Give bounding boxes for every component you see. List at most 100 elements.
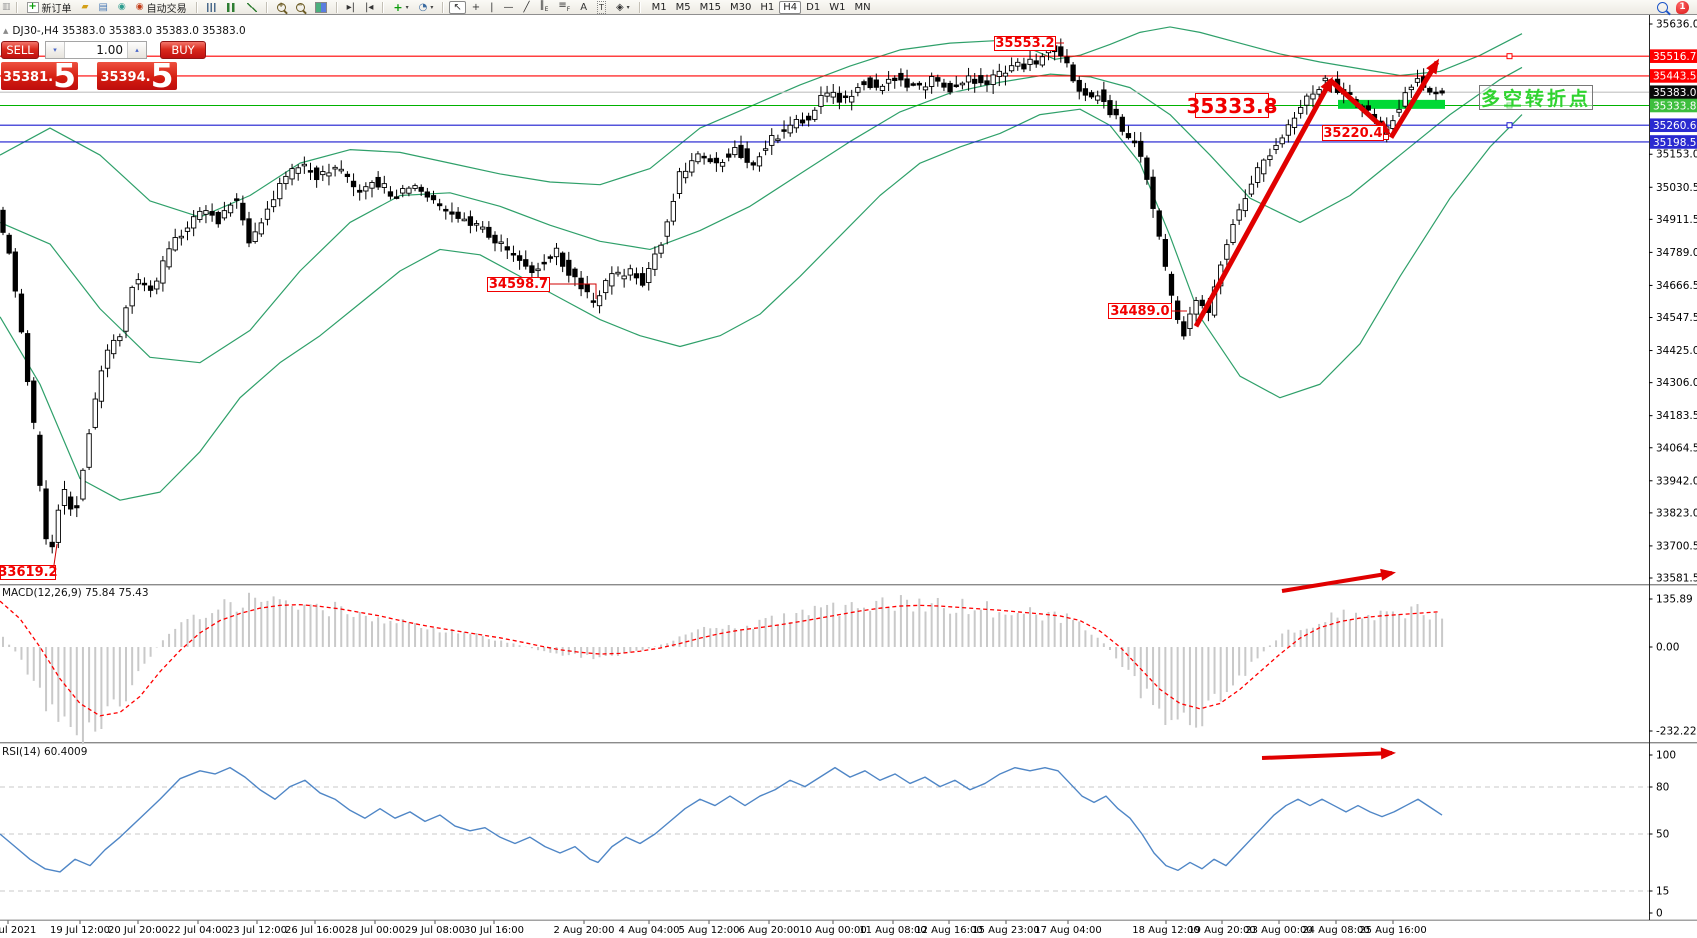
new-order-button[interactable]: + 新订单 — [23, 0, 76, 15]
trendline-tool-button[interactable]: ╱ — [520, 1, 534, 14]
shapes-icon: ◈ — [615, 1, 624, 13]
shapes-tool-button[interactable]: ◈ ▾ — [612, 1, 634, 14]
bar-chart-button[interactable] — [203, 1, 221, 14]
horizontal-levels[interactable] — [0, 55, 1649, 143]
trend-arrows[interactable] — [1193, 58, 1440, 328]
svg-text:34547.5: 34547.5 — [1656, 312, 1697, 324]
svg-text:33581.5: 33581.5 — [1656, 573, 1697, 585]
auto-scroll-button[interactable]: ▸| — [343, 1, 359, 14]
candle-chart-button[interactable] — [223, 1, 241, 14]
svg-text:23 Jul 12:00: 23 Jul 12:00 — [227, 925, 287, 936]
crosshair-tool-button[interactable]: + — [468, 1, 484, 14]
price-badge-35198.5 — [1650, 135, 1697, 149]
fibonacci-tool-button[interactable]: ≡F — [554, 0, 574, 14]
label-tool-button[interactable]: T — [593, 0, 610, 14]
pivot-note-label[interactable]: 多空转折点 — [1479, 85, 1593, 110]
svg-text:35153.0: 35153.0 — [1656, 149, 1697, 161]
price-badge-35443.5 — [1650, 69, 1697, 83]
timeframe-button-M15[interactable]: M15 — [696, 1, 725, 14]
sell-price: 35381 — [2, 70, 49, 85]
macd-signal-line — [0, 600, 1441, 717]
auto-trading-button[interactable]: ◉ 自动交易 — [132, 1, 191, 15]
volume-value[interactable]: 1.00 — [96, 42, 123, 57]
trendline-icon: ╱ — [523, 1, 530, 13]
price-annotation-35553.2[interactable]: 35553.2 — [994, 36, 1056, 51]
toolbar-separator — [265, 1, 268, 13]
svg-text:5 Aug 12:00: 5 Aug 12:00 — [678, 925, 739, 936]
timeframe-button-H1[interactable]: H1 — [756, 1, 778, 14]
svg-text:-232.22: -232.22 — [1656, 726, 1697, 738]
add-indicator-button[interactable]: + ▾ — [389, 1, 412, 14]
svg-text:0.00: 0.00 — [1656, 642, 1679, 654]
rsi-trend-arrow — [1261, 747, 1396, 760]
sell-quote[interactable]: 35381. 5 — [1, 56, 78, 95]
svg-text:23 Aug 00:00: 23 Aug 00:00 — [1245, 925, 1312, 936]
search-icon[interactable] — [1657, 1, 1668, 13]
market-watch-button[interactable]: ▰ — [78, 1, 93, 14]
svg-text:11 Aug 08:00: 11 Aug 08:00 — [859, 925, 926, 936]
clock-icon: ◔ — [418, 1, 428, 13]
svg-text:35333.8: 35333.8 — [1653, 100, 1696, 112]
profiles-button[interactable]: ▤ — [94, 1, 111, 14]
period-menu-button[interactable]: ◔ ▾ — [415, 1, 438, 14]
bollinger-lower — [0, 108, 1523, 501]
price-axis[interactable] — [1649, 23, 1653, 579]
svg-text:35383.0: 35383.0 — [1653, 87, 1696, 99]
price-annotation-33619.2[interactable]: 33619.2 — [0, 565, 58, 580]
pivot-highlight-bar[interactable] — [1338, 99, 1445, 109]
price-annotation-35333.8[interactable]: 35333.8 — [1186, 93, 1278, 118]
svg-text:17 Aug 04:00: 17 Aug 04:00 — [1034, 925, 1101, 936]
pivot-note-text: 多空转折点 — [1480, 88, 1591, 110]
svg-text:28 Jul 00:00: 28 Jul 00:00 — [345, 925, 405, 936]
new-order-label: 新订单 — [41, 3, 72, 15]
new-order-icon: + — [26, 0, 39, 13]
chart-shift-button[interactable]: |◂ — [361, 1, 377, 14]
timeframe-button-M30[interactable]: M30 — [726, 1, 755, 14]
add-indicator-icon: + — [393, 0, 403, 14]
rsi-pane[interactable] — [0, 747, 1653, 914]
gold-bar-icon: ▰ — [81, 1, 89, 12]
timeframe-button-H4[interactable]: H4 — [779, 0, 802, 14]
signals-button[interactable]: ◉ — [114, 1, 130, 14]
fibonacci-icon: ≡F — [558, 0, 571, 13]
timeframe-button-W1[interactable]: W1 — [825, 1, 849, 14]
svg-text:34425.0: 34425.0 — [1656, 345, 1697, 357]
sell-button[interactable]: SELL — [1, 40, 39, 59]
volume-increase-button[interactable]: ▴ — [127, 41, 146, 58]
line-chart-button[interactable] — [243, 1, 261, 14]
tile-windows-button[interactable] — [311, 1, 331, 14]
channel-tool-button[interactable]: ∥E — [536, 0, 553, 14]
volume-decrease-button[interactable]: ▾ — [46, 41, 65, 58]
text-tool-button[interactable]: A — [576, 1, 591, 14]
price-annotation-35220.4[interactable]: 35220.4 — [1322, 125, 1384, 141]
time-axis[interactable] — [7, 920, 1394, 925]
tile-windows-icon — [314, 1, 327, 13]
price-badge-35260.6 — [1650, 118, 1697, 133]
svg-text:34183.5: 34183.5 — [1656, 410, 1697, 422]
chart-title-text: DJ30-,H4 35383.0 35383.0 35383.0 35383.0 — [12, 25, 246, 37]
buy-quote[interactable]: 35394. 5 — [97, 59, 177, 92]
price-annotation-34489.0[interactable]: 34489.0 — [1108, 303, 1172, 319]
price-annotation-34598.7[interactable]: 34598.7 — [487, 277, 550, 292]
horizontal-line-tool-button[interactable]: — — [500, 1, 518, 14]
broadcast-icon: ◉ — [117, 1, 126, 12]
timeframe-toolbar: M1 M5 M15 M30 H1 H4 D1 W1 MN — [648, 0, 875, 14]
candlestick-chart-icon — [226, 2, 237, 12]
trend-arrow — [1193, 76, 1334, 328]
timeframe-button-MN[interactable]: MN — [850, 1, 874, 14]
buy-button[interactable]: BUY — [160, 40, 206, 59]
auto-trading-icon: ◉ — [135, 1, 144, 12]
timeframe-button-M1[interactable]: M1 — [648, 1, 671, 14]
macd-pane[interactable] — [0, 568, 1653, 745]
timeframe-button-M5[interactable]: M5 — [672, 1, 695, 14]
zoom-in-button[interactable]: + — [273, 1, 290, 14]
notification-badge[interactable]: 1 — [1676, 0, 1689, 14]
zoom-out-icon: − — [295, 1, 305, 12]
vertical-line-tool-button[interactable]: | — [486, 1, 497, 14]
svg-text:12 Aug 16:00: 12 Aug 16:00 — [915, 925, 982, 936]
timeframe-button-D1[interactable]: D1 — [802, 1, 824, 14]
cursor-tool-button[interactable]: ↖ — [449, 0, 466, 14]
text-icon: A — [580, 1, 588, 13]
zoom-out-button[interactable]: − — [292, 1, 309, 14]
